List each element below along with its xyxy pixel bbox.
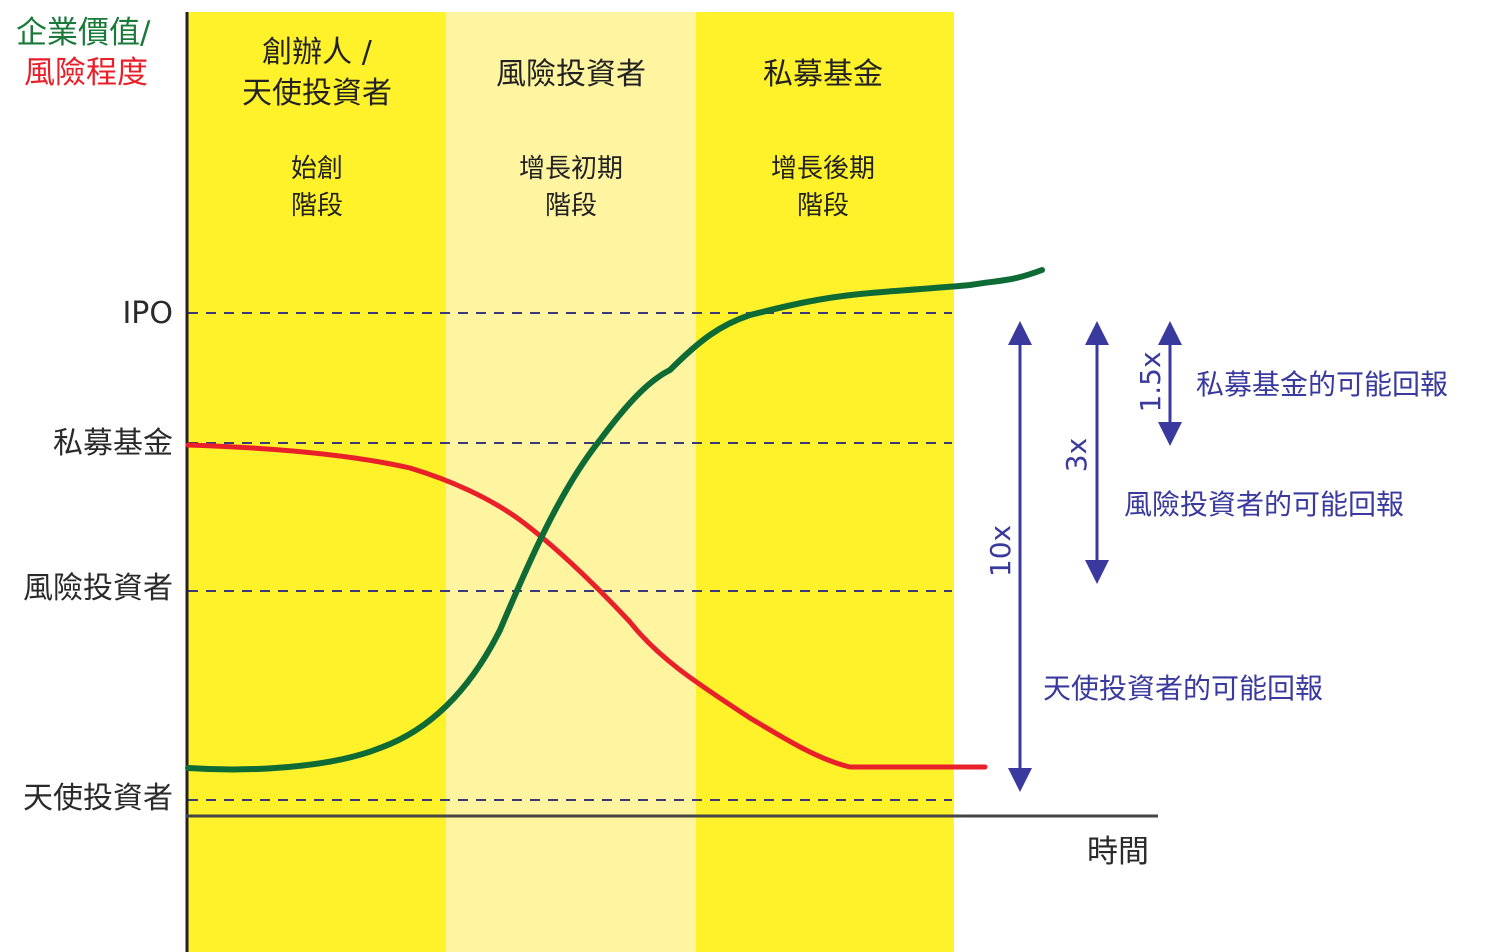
level-gridlines: [188, 312, 952, 801]
phase-band-late-growth: [696, 12, 954, 952]
risk-curve: [185, 442, 988, 770]
level-label-vc: 風險投資者: [23, 571, 173, 606]
axis-title-risk: 風險程度: [24, 55, 148, 91]
x-axis-label: 時間: [1087, 834, 1149, 870]
phase-title-line1: 創辦人 /: [262, 35, 373, 70]
phase-title-line2: 天使投資者: [242, 76, 392, 111]
phase-stage-line2: 階段: [797, 191, 849, 221]
return-arrows: [1008, 321, 1182, 792]
phase-title-line1: 風險投資者: [496, 57, 646, 92]
phase-band-seed: [188, 12, 446, 952]
phase-header-early-growth: 風險投資者 增長初期 階段: [496, 57, 646, 221]
phase-stage-line1: 增長後期: [771, 154, 875, 184]
value-curve: [185, 267, 1045, 773]
phase-title-line1: 私募基金: [763, 57, 883, 92]
level-labels: IPO 私募基金 風險投資者 天使投資者: [23, 296, 173, 816]
return-multiples: 1.5x 3x 10x: [984, 351, 1167, 577]
phase-stage-line2: 階段: [545, 191, 597, 221]
multiple-1-5x: 1.5x: [1134, 351, 1167, 412]
axis-title: 企業價值/ 風險程度: [16, 15, 151, 91]
level-label-ipo: IPO: [122, 296, 173, 331]
return-label-vc: 風險投資者的可能回報: [1124, 488, 1404, 521]
multiple-10x: 10x: [984, 525, 1017, 577]
multiple-3x: 3x: [1060, 438, 1093, 472]
phase-header-late-growth: 私募基金 增長後期 階段: [763, 57, 883, 221]
axis-title-value: 企業價值/: [16, 15, 151, 51]
return-label-angel: 天使投資者的可能回報: [1043, 672, 1323, 705]
phase-stage-line1: 增長初期: [519, 154, 623, 184]
phase-stage-line1: 始創: [291, 154, 343, 184]
phase-header-seed: 創辦人 / 天使投資者 始創 階段: [242, 35, 392, 221]
phase-stage-line2: 階段: [291, 191, 343, 221]
level-label-angel: 天使投資者: [23, 781, 173, 816]
level-label-pe: 私募基金: [53, 426, 173, 461]
return-label-pe: 私募基金的可能回報: [1196, 368, 1448, 401]
return-labels: 私募基金的可能回報 風險投資者的可能回報 天使投資者的可能回報: [1043, 368, 1448, 705]
